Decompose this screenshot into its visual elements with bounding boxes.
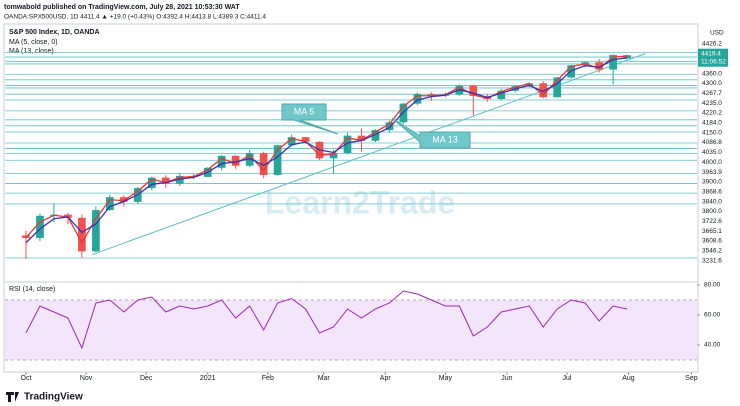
price-label: 4419.4 (701, 50, 721, 57)
candle-body (92, 210, 100, 252)
annotation: MA 13 (432, 134, 458, 144)
y-tick-label: 3900.0 (702, 179, 722, 186)
callout-box (281, 103, 339, 135)
legend-entry: MA (13, close) (9, 48, 54, 55)
y-tick-label: 4184.0 (702, 120, 722, 127)
ma-line (25, 55, 628, 245)
candle-body (36, 215, 44, 238)
candle-body (147, 177, 156, 189)
x-tick-label: 2021 (200, 375, 216, 382)
candle-body (357, 135, 366, 141)
y-tick-label: 3868.6 (702, 188, 722, 195)
candle-body (78, 217, 86, 252)
candle-body (106, 197, 114, 211)
candle-body (119, 197, 128, 202)
rsi-band (5, 300, 697, 360)
candle-body (329, 152, 338, 159)
x-tick-label: Jul (563, 375, 572, 382)
plot-frame (3, 23, 699, 373)
y-tick-label: 3840.0 (702, 198, 722, 205)
x-tick-label: Dec (140, 375, 153, 382)
x-tick-label: Apr (380, 375, 392, 382)
plot: 4426.24400.04375.04360.04300.04267.74235… (5, 30, 728, 382)
brand-logo (6, 392, 19, 402)
y-tick-label: 3800.0 (702, 208, 722, 215)
y-tick-label: 4150.0 (702, 129, 722, 136)
price-box (698, 48, 728, 67)
x-tick-label: Feb (262, 375, 274, 382)
y-tick-label: 3665.1 (702, 228, 722, 235)
candle-body (427, 94, 436, 96)
brand: TradingView (24, 392, 83, 403)
rsi-tick-label: 60.00 (704, 312, 721, 319)
candle-body (497, 90, 506, 99)
watermark: Learn2Trade (265, 184, 455, 220)
candle-body (287, 137, 296, 146)
y-tick-label: 4035.0 (702, 149, 722, 156)
x-tick-label: Sep (685, 375, 698, 382)
candle-body (539, 83, 548, 98)
callout-box (391, 117, 471, 149)
candle-body (413, 94, 422, 104)
y-tick-label: 4426.2 (702, 41, 722, 48)
ma5-callout: MA 5 (281, 103, 339, 135)
trendline (91, 53, 646, 256)
candle-body (259, 153, 268, 176)
rsi-tick-label: 40.00 (704, 342, 721, 349)
x-tick-label: Oct (21, 375, 32, 382)
x-tick-label: Mar (318, 375, 331, 382)
ma13-callout: MA 13 (391, 117, 471, 149)
countdown: 11:06:52 (701, 58, 726, 65)
candle-body (161, 177, 170, 184)
candle-body (245, 153, 254, 166)
annotation: MA 5 (294, 106, 315, 116)
candle-body (301, 137, 310, 142)
candle-body (595, 62, 603, 70)
y-tick-label: 3608.6 (702, 238, 722, 245)
symbol-line: OANDA:SPX500USD, 1D 4411.4 ▲ +19.0 (+0.4… (4, 14, 266, 21)
y-tick-label: 3546.2 (702, 248, 722, 255)
y-tick-label: 3963.9 (702, 169, 722, 176)
y-tick-label: 4086.8 (702, 139, 722, 146)
legend-entry: MA (5, close, 0) (9, 39, 58, 46)
y-tick-label: 4000.0 (702, 159, 722, 166)
rsi-title: RSI (14, close) (9, 286, 55, 293)
y-tick-label: 4360.0 (702, 70, 722, 77)
y-tick-label: 3722.6 (702, 218, 722, 225)
rsi-line (25, 290, 628, 350)
y-tick-label: 4267.7 (702, 90, 722, 97)
y-tick-label: 3231.6 (702, 257, 722, 264)
publisher: tomwabold published on TradingView.com, … (4, 4, 240, 11)
candle-body (385, 122, 394, 131)
currency: USD (710, 30, 724, 37)
candle-body (175, 175, 184, 184)
rsi-tick-label: 80.00 (704, 282, 721, 289)
candle-body (343, 135, 352, 153)
y-tick-label: 4220.2 (702, 110, 722, 117)
candle-body (553, 77, 562, 98)
x-tick-label: May (439, 375, 453, 382)
candle-body (64, 214, 72, 218)
candle-body (217, 155, 226, 168)
candle-body (231, 155, 240, 166)
candle-body (609, 54, 617, 70)
candle-body (371, 130, 380, 141)
x-tick-label: Aug (622, 375, 635, 382)
footer (0, 386, 740, 406)
y-tick-label: 4300.0 (702, 80, 722, 87)
candle-body (273, 145, 282, 176)
x-tick-label: Jun (501, 375, 512, 382)
y-tick-label: 4235.0 (702, 100, 722, 107)
chart-title: S&P 500 Index, 1D, OANDA (9, 29, 100, 36)
x-tick-label: Nov (80, 375, 93, 382)
candle-body (469, 85, 478, 96)
ma-line (25, 57, 628, 244)
